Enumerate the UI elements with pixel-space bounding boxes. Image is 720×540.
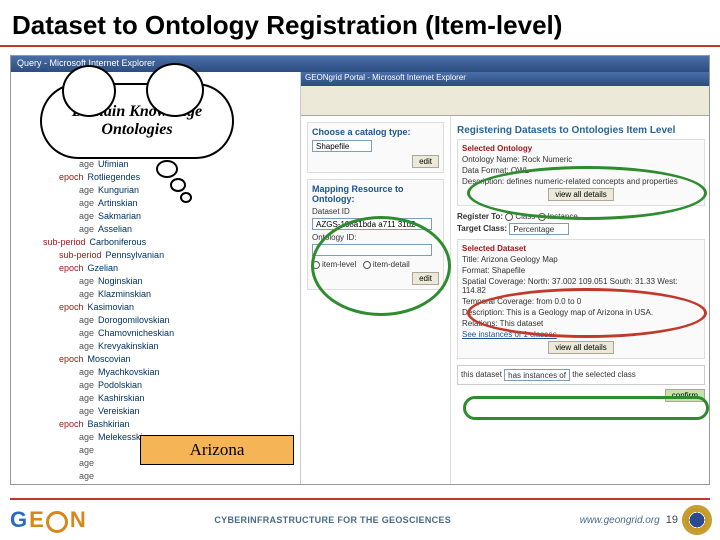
globe-icon: [46, 511, 68, 533]
ontology-name-value: Rock Numeric: [522, 155, 572, 164]
cloud-bubble-icon: [172, 180, 184, 190]
tree-item[interactable]: epochKasimovian: [35, 301, 296, 314]
step2-title: Mapping Resource to Ontology:: [312, 184, 439, 204]
tree-item[interactable]: ageChamovnicheskian: [35, 327, 296, 340]
arizona-highlight: Arizona: [140, 435, 294, 465]
footer-caption: CYBERINFRASTRUCTURE FOR THE GEOSCIENCES: [214, 515, 451, 525]
cloud-callout: Domain Knowledge Ontologies: [42, 85, 232, 157]
footer-url: www.geongrid.org: [580, 515, 660, 526]
tree-item[interactable]: ageAsselian: [35, 223, 296, 236]
ontology-name-label: Ontology Name:: [462, 155, 520, 164]
target-class-label: Target Class:: [457, 224, 507, 233]
tree-item[interactable]: ageKrevyakinskian: [35, 340, 296, 353]
slide-title: Dataset to Ontology Registration (Item-l…: [0, 0, 720, 47]
relation-select[interactable]: has instances of: [504, 369, 570, 381]
edit-button-1[interactable]: edit: [412, 155, 439, 168]
tree-item[interactable]: sub-periodMississippian: [35, 483, 296, 485]
tree-item[interactable]: age: [35, 470, 296, 483]
tree-item[interactable]: ageNoginskian: [35, 275, 296, 288]
tree-item[interactable]: epochGzelian: [35, 262, 296, 275]
arizona-label: Arizona: [190, 440, 245, 460]
cloud-bubble-icon: [182, 194, 190, 201]
tree-item[interactable]: ageVereiskian: [35, 405, 296, 418]
dataset-id-label: Dataset ID: [312, 207, 350, 216]
tree-item[interactable]: ageKungurian: [35, 184, 296, 197]
ie-titlebar-right: GEONgrid Portal - Microsoft Internet Exp…: [301, 72, 710, 86]
ds-title-label: Title:: [462, 255, 479, 264]
green-circle-mapping: [311, 216, 451, 316]
ds-format-label: Format:: [462, 266, 490, 275]
selected-ontology-title: Selected Ontology: [462, 144, 700, 153]
tree-item[interactable]: sub-periodPennsylvanian: [35, 249, 296, 262]
red-circle-dataset: [467, 288, 707, 338]
tree-item[interactable]: epochMoscovian: [35, 353, 296, 366]
cloud-bubble-icon: [158, 162, 176, 176]
catalog-type-select[interactable]: Shapefile: [312, 140, 372, 152]
tree-item[interactable]: ageMyachkovskian: [35, 366, 296, 379]
tree-item[interactable]: ageArtinskian: [35, 197, 296, 210]
selected-dataset-title: Selected Dataset: [462, 244, 700, 253]
tree-item[interactable]: agePodolskian: [35, 379, 296, 392]
ie-titlebar-left: Query - Microsoft Internet Explorer: [11, 56, 709, 72]
register-to-label: Register To:: [457, 212, 503, 221]
target-class-select[interactable]: Percentage: [509, 223, 569, 235]
tree-item[interactable]: ageSakmarian: [35, 210, 296, 223]
slide-footer: GEN CYBERINFRASTRUCTURE FOR THE GEOSCIEN…: [0, 500, 720, 540]
tree-item[interactable]: ageDorogomilovskian: [35, 314, 296, 327]
ds-format-value: Shapefile: [492, 266, 525, 275]
relation-post: the selected class: [572, 370, 636, 379]
spatial-label: Spatial Coverage:: [462, 277, 526, 286]
relation-pre: this dataset: [461, 370, 502, 379]
green-circle-ontology: [467, 166, 707, 220]
cloud-label: Domain Knowledge Ontologies: [72, 103, 202, 139]
step1-title: Choose a catalog type:: [312, 127, 439, 137]
portal-main-heading: Registering Datasets to Ontologies Item …: [457, 122, 705, 139]
tree-item[interactable]: ageKashirskian: [35, 392, 296, 405]
view-details-button-2[interactable]: view all details: [548, 341, 614, 354]
tree-item[interactable]: ageKlazminskian: [35, 288, 296, 301]
page-number: 19: [666, 514, 678, 526]
tree-item[interactable]: sub-periodCarboniferous: [35, 236, 296, 249]
nsf-logo-icon: [684, 507, 710, 533]
geon-logo: GEN: [10, 507, 86, 533]
ds-title-value: Arizona Geology Map: [481, 255, 558, 264]
tree-item[interactable]: epochBashkirian: [35, 418, 296, 431]
ie-toolbar: [301, 86, 710, 116]
green-circle-relation: [463, 396, 709, 420]
